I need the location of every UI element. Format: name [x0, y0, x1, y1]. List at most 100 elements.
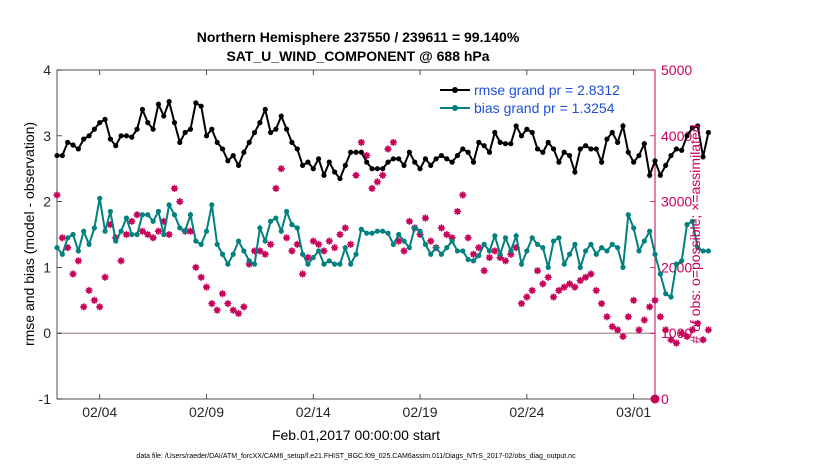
y-right-axis-label: # of obs: o=possible; ×=assimilated — [687, 124, 703, 343]
obs-point — [469, 250, 478, 258]
obs-point — [208, 299, 216, 308]
legend-label: rmse grand pr = 2.8312 — [474, 82, 620, 98]
obs-point — [336, 230, 344, 239]
bias-point — [684, 222, 690, 228]
bias-point — [438, 251, 445, 257]
bias-point — [433, 245, 439, 251]
rmse-point — [513, 123, 519, 129]
bias-point — [182, 228, 188, 234]
bias-point — [235, 238, 242, 244]
bias-point — [636, 248, 642, 254]
bias-point — [668, 294, 674, 300]
bias-point — [390, 241, 396, 247]
y-right-tick-label: 0 — [661, 391, 669, 407]
bias-point — [59, 251, 65, 257]
y-left-tick-label: 0 — [43, 325, 51, 341]
rmse-point — [246, 139, 252, 145]
rmse-point — [673, 146, 679, 152]
bias-point — [171, 212, 178, 218]
rmse-point — [182, 129, 188, 136]
obs-point — [101, 273, 109, 281]
obs-point — [277, 165, 285, 173]
obs-point — [587, 270, 595, 278]
obs-point — [128, 217, 136, 225]
rmse-point — [668, 152, 674, 159]
rmse-point — [145, 120, 151, 126]
rmse-point — [214, 139, 220, 145]
bias-point — [657, 271, 663, 277]
bias-point — [193, 238, 199, 244]
bias-point — [65, 235, 71, 241]
obs-point — [213, 306, 221, 314]
rmse-point — [118, 133, 124, 139]
rmse-point — [700, 154, 706, 160]
obs-point — [688, 326, 696, 334]
rmse-point — [155, 101, 162, 107]
rmse-point — [647, 172, 653, 178]
rmse-point — [508, 141, 514, 147]
obs-point — [501, 257, 510, 265]
bias-point — [449, 238, 455, 244]
bias-point — [380, 228, 386, 234]
bias-point — [257, 225, 263, 231]
bias-point — [81, 228, 87, 234]
obs-point — [69, 270, 77, 278]
y-left-tick-label: 1 — [43, 259, 51, 275]
rmse-series — [54, 98, 711, 182]
obs-point — [357, 138, 365, 146]
bias-point — [550, 238, 557, 244]
legend-swatch-marker — [452, 87, 458, 93]
bias-point — [412, 225, 418, 231]
obs-point — [299, 270, 307, 278]
bias-point — [267, 218, 274, 224]
bias-point — [679, 258, 685, 264]
obs-point — [368, 184, 376, 193]
rmse-point — [300, 162, 306, 169]
bias-point — [54, 245, 60, 251]
rmse-point — [342, 162, 348, 169]
obs-point — [630, 296, 638, 304]
obs-point — [325, 237, 333, 245]
bias-point — [652, 251, 658, 257]
bias-point — [625, 212, 631, 218]
bias-point — [337, 261, 343, 267]
obs-point — [581, 273, 590, 281]
bias-point — [97, 195, 103, 201]
rmse-point — [91, 126, 97, 132]
bias-point — [545, 264, 551, 270]
rmse-point — [460, 146, 466, 152]
y-left-tick-label: 2 — [43, 194, 51, 210]
obs-point — [485, 253, 494, 262]
x-axis-ticks: 02/04 02/09 02/14 02/19 02/24 03/01 — [82, 70, 651, 420]
bias-point — [364, 230, 370, 236]
obs-point — [315, 240, 323, 248]
bias-point — [540, 245, 546, 251]
rmse-point — [550, 146, 557, 152]
bias-point — [342, 245, 348, 251]
obs-point — [341, 224, 349, 232]
rmse-point — [396, 156, 402, 162]
rmse-point — [193, 100, 199, 106]
rmse-point — [257, 120, 263, 126]
bias-point — [604, 248, 610, 254]
rmse-point — [278, 113, 284, 119]
rmse-point — [326, 159, 332, 165]
obs-point — [672, 339, 680, 347]
rmse-point — [406, 149, 412, 155]
bias-point — [75, 248, 81, 254]
bias-point — [422, 241, 429, 247]
bias-point — [631, 225, 637, 231]
rmse-point — [171, 120, 178, 126]
rmse-point — [545, 139, 551, 145]
obs-point — [459, 191, 467, 199]
obs-point — [475, 244, 483, 252]
rmse-point — [161, 113, 167, 119]
rmse-point — [139, 106, 146, 113]
obs-point — [266, 240, 275, 248]
rmse-point — [620, 123, 626, 129]
rmse-point — [401, 162, 407, 169]
bias-point — [417, 228, 423, 234]
rmse-point — [262, 106, 268, 113]
bias-point — [476, 252, 482, 259]
bias-point — [572, 241, 578, 247]
